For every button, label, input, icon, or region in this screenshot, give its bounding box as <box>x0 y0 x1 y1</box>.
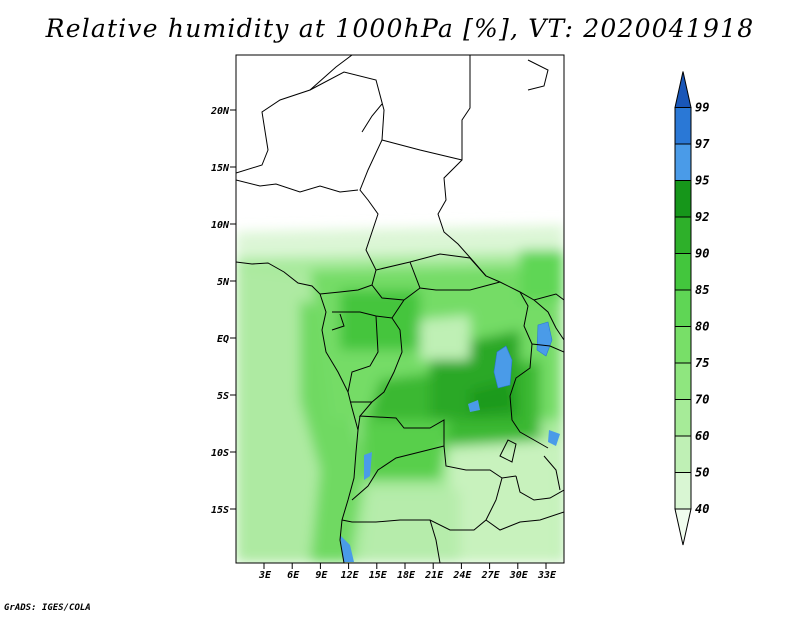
colorbar-box <box>674 289 692 327</box>
colorbar: 40 50 60 70 75 80 85 90 92 95 97 99 <box>674 71 710 546</box>
credit-label: GrADS: IGES/COLA <box>4 603 91 613</box>
lon-label: 18E <box>397 570 416 581</box>
lon-label: 27E <box>481 570 501 581</box>
lat-label: 15N <box>211 163 230 174</box>
colorbar-box <box>674 326 692 364</box>
colorbar-box <box>674 362 692 400</box>
lon-label: 21E <box>424 570 444 581</box>
lon-label: 30E <box>509 570 529 581</box>
lat-label: 20N <box>210 106 230 117</box>
colorbar-label: 60 <box>695 429 709 443</box>
colorbar-box <box>674 107 692 145</box>
colorbar-label: 70 <box>695 393 709 407</box>
lat-label: 5N <box>217 277 230 288</box>
colorbar-box <box>674 472 692 510</box>
colorbar-label: 80 <box>695 320 709 334</box>
colorbar-box <box>674 143 692 181</box>
colorbar-label: 92 <box>695 210 709 224</box>
lat-label: 15S <box>211 505 229 516</box>
colorbar-box <box>674 216 692 254</box>
colorbar-box <box>674 253 692 291</box>
colorbar-label: 99 <box>695 101 709 115</box>
lat-label: EQ <box>217 334 229 345</box>
colorbar-label: 95 <box>695 174 709 188</box>
colorbar-label: 85 <box>695 283 709 297</box>
lon-label: 15E <box>369 570 388 581</box>
lon-label: 3E <box>258 570 272 581</box>
lat-label: 10S <box>211 448 229 459</box>
colorbar-label: 40 <box>695 502 709 516</box>
lat-label: 10N <box>211 220 230 231</box>
lon-label: 33E <box>537 570 557 581</box>
lon-label: 24E <box>452 570 472 581</box>
colorbar-high-arrow <box>674 71 692 108</box>
latitude-axis: 20N 15N 10N 5N EQ 5S 10S 15S <box>210 106 236 516</box>
longitude-axis: 3E 6E 9E 12E 15E 18E 21E 24E 27E 30E 33E <box>258 563 557 581</box>
lon-label: 9E <box>315 570 328 581</box>
colorbar-box <box>674 399 692 437</box>
colorbar-box <box>674 180 692 218</box>
country-borders <box>236 55 564 563</box>
map-title: Relative humidity at 1000hPa [%], VT: 20… <box>45 14 755 43</box>
colorbar-box <box>674 435 692 473</box>
colorbar-label: 97 <box>695 137 710 151</box>
colorbar-label: 90 <box>695 247 709 261</box>
humidity-field <box>236 55 564 563</box>
colorbar-label: 50 <box>695 466 709 480</box>
colorbar-label: 75 <box>695 356 709 370</box>
lat-label: 5S <box>217 391 229 402</box>
colorbar-low-arrow <box>674 508 692 546</box>
map-frame <box>235 54 565 564</box>
lon-label: 12E <box>341 570 360 581</box>
lon-label: 6E <box>287 570 300 581</box>
